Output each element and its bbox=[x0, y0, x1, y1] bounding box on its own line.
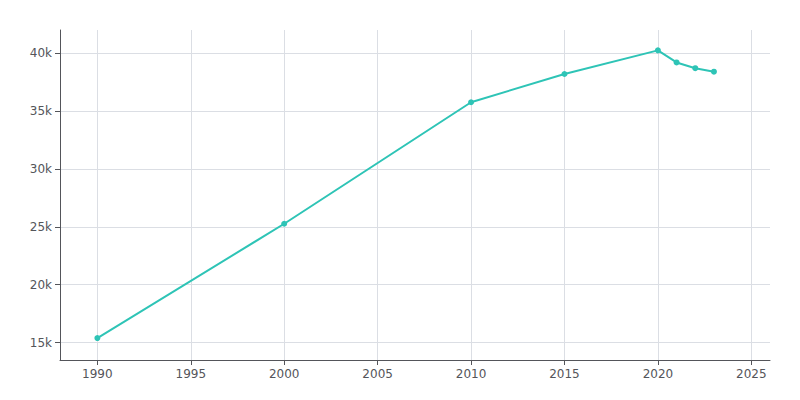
svg-text:2020: 2020 bbox=[643, 367, 674, 381]
svg-text:1995: 1995 bbox=[176, 367, 207, 381]
svg-text:1990: 1990 bbox=[82, 367, 113, 381]
svg-text:35k: 35k bbox=[30, 104, 52, 118]
svg-text:15k: 15k bbox=[30, 336, 52, 350]
svg-text:2025: 2025 bbox=[736, 367, 767, 381]
svg-text:2010: 2010 bbox=[456, 367, 487, 381]
svg-text:20k: 20k bbox=[30, 278, 52, 292]
svg-text:30k: 30k bbox=[30, 162, 52, 176]
svg-text:2005: 2005 bbox=[362, 367, 393, 381]
svg-text:40k: 40k bbox=[30, 46, 52, 60]
svg-text:2000: 2000 bbox=[269, 367, 300, 381]
svg-text:2015: 2015 bbox=[549, 367, 580, 381]
svg-text:25k: 25k bbox=[30, 220, 52, 234]
